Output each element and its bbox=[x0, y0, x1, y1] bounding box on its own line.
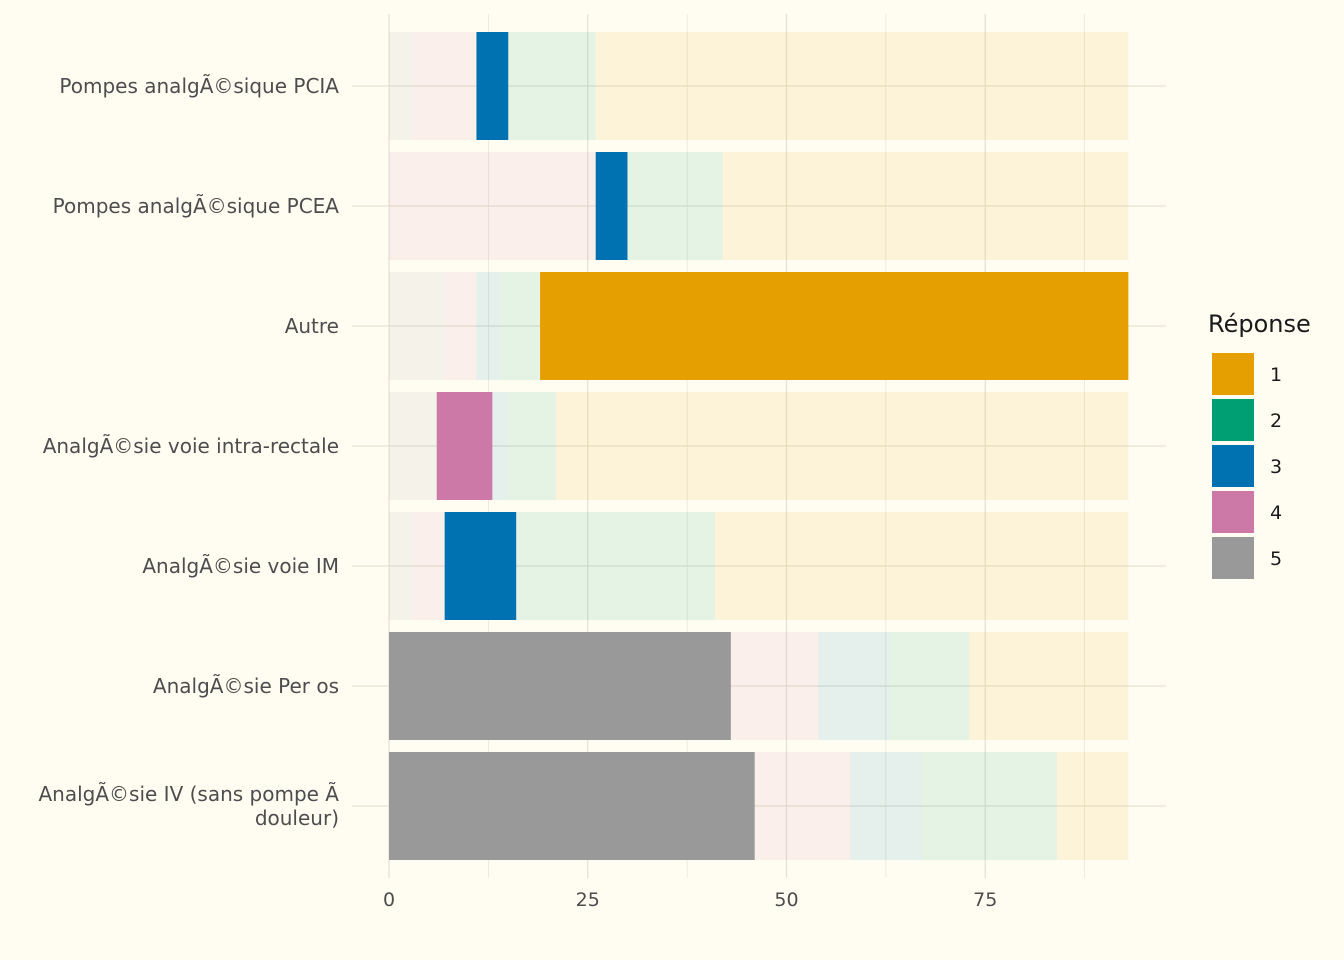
y-tick-label: AnalgÃ©sie voie intra-rectale bbox=[43, 434, 339, 458]
y-tick-label: Pompes analgÃ©sique PCIA bbox=[59, 74, 339, 98]
bar-segment-5 bbox=[389, 392, 437, 500]
x-tick-label: 0 bbox=[383, 889, 395, 911]
x-tick-label: 75 bbox=[973, 889, 997, 911]
legend-key-5 bbox=[1212, 537, 1254, 579]
legend-label-1: 1 bbox=[1270, 364, 1282, 386]
bar-segment-4 bbox=[412, 512, 445, 620]
bar-segment-2 bbox=[516, 512, 715, 620]
legend-title: Réponse bbox=[1208, 310, 1311, 338]
bar-segment-1 bbox=[969, 632, 1129, 740]
legend-key-3 bbox=[1212, 445, 1254, 487]
legend-label-5: 5 bbox=[1270, 548, 1282, 570]
bar-segment-5 bbox=[389, 32, 413, 140]
bar-segment-2 bbox=[627, 152, 723, 260]
bar-segment-5 bbox=[389, 632, 731, 740]
legend: Réponse 1 2 3 4 5 bbox=[1208, 310, 1311, 579]
x-axis-labels: 0 25 50 75 bbox=[383, 889, 997, 911]
bar-segment-1 bbox=[722, 152, 1129, 260]
bar-segment-2 bbox=[889, 632, 970, 740]
bar-segment-3 bbox=[492, 392, 509, 500]
bar-segment-1 bbox=[595, 32, 1129, 140]
bar-segment-5 bbox=[389, 512, 413, 620]
legend-label-2: 2 bbox=[1270, 410, 1282, 432]
x-tick-label: 25 bbox=[576, 889, 600, 911]
bar-segment-2 bbox=[508, 32, 596, 140]
bar-segment-1 bbox=[555, 392, 1129, 500]
y-tick-label: AnalgÃ©sie voie IM bbox=[142, 554, 339, 578]
x-tick-label: 50 bbox=[774, 889, 798, 911]
legend-key-1 bbox=[1212, 353, 1254, 395]
legend-key-4 bbox=[1212, 491, 1254, 533]
legend-label-4: 4 bbox=[1270, 502, 1282, 524]
bar-segment-1 bbox=[1056, 752, 1129, 860]
bar-segment-4 bbox=[436, 392, 493, 500]
bar-segment-4 bbox=[754, 752, 851, 860]
bar-segment-1 bbox=[540, 272, 1129, 380]
bar-segment-4 bbox=[730, 632, 819, 740]
bar-segment-3 bbox=[476, 32, 509, 140]
bar-segment-2 bbox=[500, 272, 541, 380]
bar-segment-4 bbox=[444, 272, 477, 380]
bar-segment-3 bbox=[476, 272, 501, 380]
bar-segment-3 bbox=[595, 152, 628, 260]
bar-segment-3 bbox=[444, 512, 517, 620]
bar-segment-2 bbox=[921, 752, 1057, 860]
bar-segment-4 bbox=[389, 152, 596, 260]
y-tick-label: Autre bbox=[285, 314, 339, 338]
legend-key-2 bbox=[1212, 399, 1254, 441]
bar-segment-4 bbox=[412, 32, 477, 140]
y-tick-label: Pompes analgÃ©sique PCEA bbox=[53, 194, 340, 218]
bar-segment-5 bbox=[389, 752, 755, 860]
bar-segment-3 bbox=[818, 632, 890, 740]
bar-segment-5 bbox=[389, 272, 445, 380]
bar-segment-3 bbox=[850, 752, 922, 860]
bars bbox=[389, 32, 1129, 860]
bar-segment-2 bbox=[508, 392, 556, 500]
bar-segment-1 bbox=[714, 512, 1129, 620]
y-tick-label: AnalgÃ©sie Per os bbox=[153, 674, 339, 698]
y-axis-labels: Pompes analgÃ©sique PCIA Pompes analgÃ©si… bbox=[38, 74, 339, 830]
legend-label-3: 3 bbox=[1270, 456, 1282, 478]
